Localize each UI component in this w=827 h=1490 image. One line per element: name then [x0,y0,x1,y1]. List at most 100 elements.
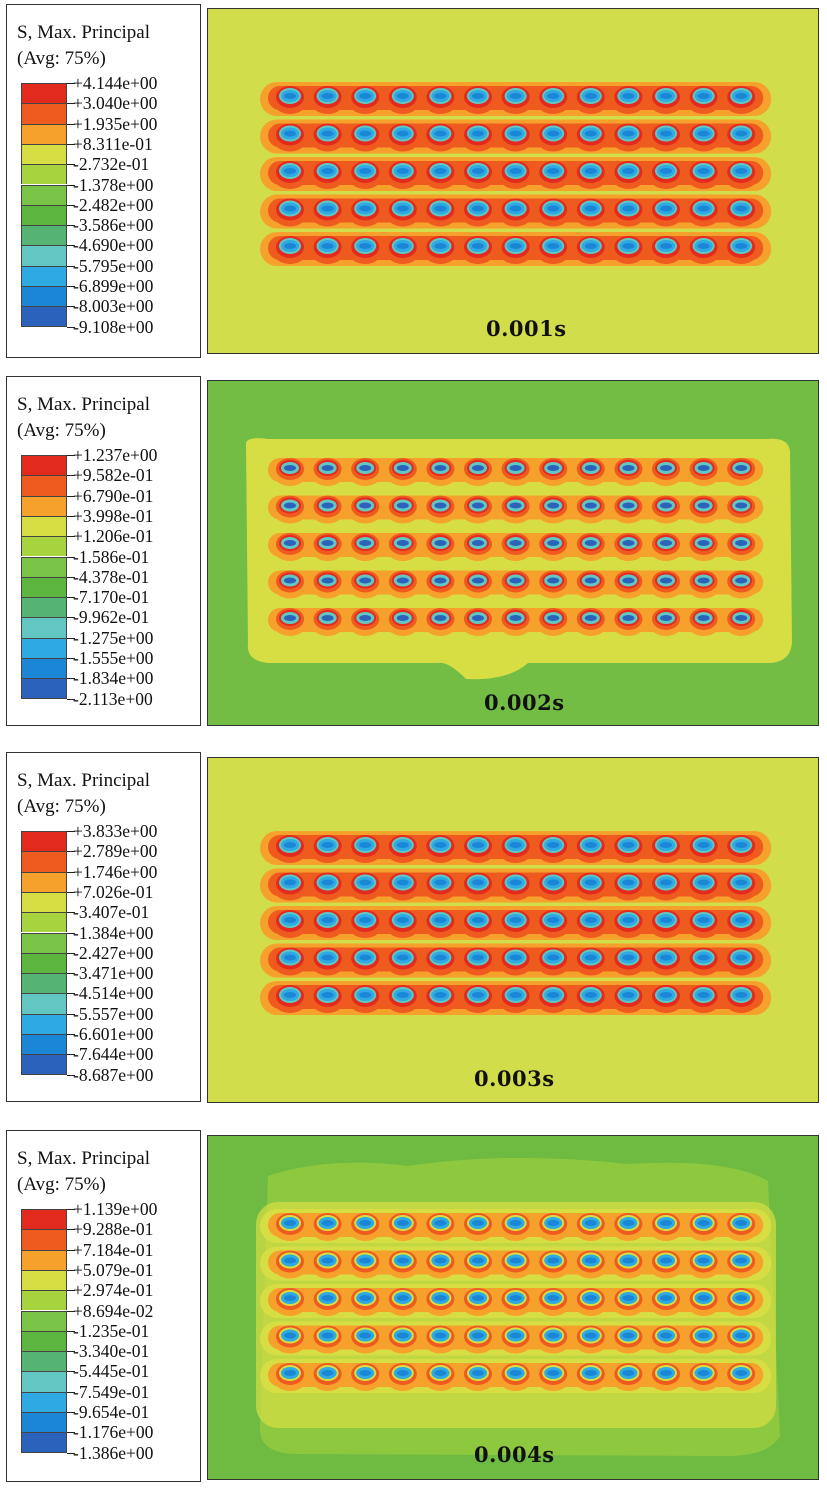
contact-core [697,243,710,249]
contact-core [434,842,447,848]
contact-core [359,93,372,99]
contour-svg [208,1136,818,1479]
contact-core [584,205,597,212]
contact-core [434,502,447,509]
legend-tick [67,1074,75,1076]
contact-core [434,615,447,621]
contact-core [547,577,560,584]
contact-core [697,130,710,137]
contact-core [697,917,710,923]
contact-core [284,243,296,249]
legend-tick [67,1209,75,1210]
contact-core [472,879,484,886]
contact-core [359,1295,372,1301]
legend-swatch [21,536,67,557]
legend-swatch [21,204,67,226]
legend-tick-label: -1.586e-01 [73,546,150,567]
contact-core [434,130,447,137]
contact-core [509,243,522,249]
contact-core [735,577,748,584]
contact-core [735,1257,748,1264]
legend-title: S, Max. Principal [17,770,150,791]
legend-swatch [21,851,67,872]
legend-tick [67,993,75,995]
contact-core [584,879,597,886]
legend-tick-label: -3.340e-01 [73,1341,150,1362]
legend-tick [67,245,75,247]
contact-core [396,879,409,886]
contact-core [660,1370,672,1376]
contact-core [284,1295,296,1301]
legend-swatch [21,164,67,185]
contact-core [509,992,522,998]
legend-swatch [21,1229,67,1250]
contact-core [284,130,296,137]
contact-core [396,168,409,174]
contact-core [509,540,522,546]
contact-core [660,502,672,509]
contact-core [509,1295,522,1301]
contact-core [584,93,597,99]
contact-core [359,130,372,137]
legend-tick [67,658,75,659]
legend-tick-label: -1.386e+00 [73,1442,154,1463]
contact-core [622,992,635,998]
legend-tick [67,698,75,700]
contact-core [697,93,710,99]
contact-core [284,1370,296,1376]
contact-core [321,205,334,212]
legend-tick [67,326,75,328]
contact-core [321,842,334,848]
contact-core [359,502,372,509]
contact-core [622,130,635,137]
contact-core [284,954,296,961]
contact-core [284,1220,296,1226]
legend-tick [67,556,75,558]
legend-averaging: (Avg: 75%) [17,48,106,69]
legend-tick [67,184,75,186]
contact-core [660,954,672,961]
legend-tick [67,891,75,893]
contact-core [735,205,748,212]
legend-swatch [21,225,67,246]
contact-core [622,93,635,99]
contact-core [472,615,484,621]
contact-core [472,93,484,99]
contact-core [396,954,409,961]
legend-tick-label: +8.694e-02 [73,1300,154,1321]
contact-core [660,130,672,137]
legend-tick-label: -3.407e-01 [73,902,150,923]
legend-swatch [21,515,67,537]
contact-core [660,205,672,212]
contact-core [396,1257,409,1264]
contact-core [735,992,748,998]
contact-core [660,615,672,621]
legend-tick-label: +3.998e-01 [73,505,154,526]
legend-tick-label: +7.184e-01 [73,1239,154,1260]
contact-core [321,917,334,923]
contact-core [359,1220,372,1226]
contact-core [434,243,447,249]
legend-tick [67,83,75,84]
legend-tick-label: -2.482e+00 [73,194,154,215]
legend-tick [67,1013,75,1015]
legend-swatch [21,932,67,953]
legend-swatch [21,617,67,638]
legend-tick-label: +1.139e+00 [73,1199,158,1219]
contact-core [359,465,372,471]
legend-averaging: (Avg: 75%) [17,796,106,817]
legend-tick-label: -9.108e+00 [73,316,154,337]
legend-tick-label: -2.427e+00 [73,942,154,963]
legend-swatch [21,1290,67,1311]
contact-core [396,205,409,212]
legend-tick [67,536,75,538]
contact-core [584,577,597,584]
legend-tick-label: +9.582e-01 [73,465,154,486]
time-label: 0.004s [474,1442,555,1467]
contact-core [396,992,409,998]
contact-core [584,1295,597,1301]
contact-core [359,954,372,961]
contour-svg [208,381,818,725]
contact-core [660,842,672,848]
contact-core [547,465,560,471]
